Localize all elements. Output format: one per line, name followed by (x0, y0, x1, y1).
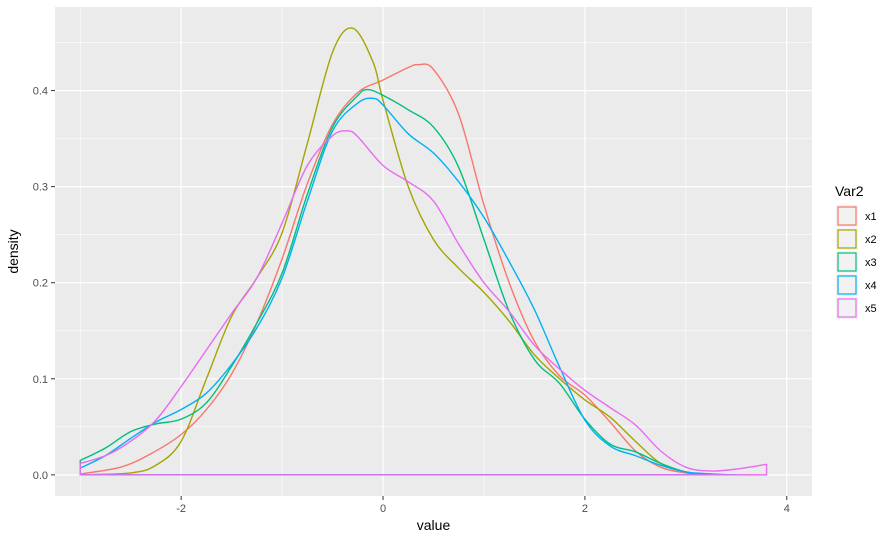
legend-key-bg (836, 251, 858, 273)
density-curve-x5 (79, 130, 768, 476)
legend-item-x2: x2 (836, 228, 877, 250)
x-tick-label: 4 (784, 503, 790, 515)
legend-key-x4 (837, 275, 857, 295)
y-axis-title: density (5, 229, 21, 273)
legend-title: Var2 (835, 183, 864, 199)
legend-label: x5 (865, 303, 877, 315)
legend-item-x5: x5 (836, 297, 877, 319)
legend-item-x4: x4 (836, 274, 877, 296)
y-tick-label: 0.2 (33, 278, 48, 290)
density-curve-x1 (79, 63, 707, 476)
x-tick-label: 2 (582, 503, 588, 515)
legend-item-x1: x1 (836, 205, 877, 227)
x-tick-label: -2 (176, 503, 186, 515)
legend-label: x3 (865, 257, 877, 269)
x-tick-label: 0 (380, 503, 386, 515)
legend-key-bg (836, 274, 858, 296)
density-curve-x3 (79, 88, 707, 476)
x-axis-title: value (417, 517, 451, 533)
density-curves (79, 27, 768, 476)
legend-key-x5 (837, 298, 857, 318)
legend-items: x1 x2 x3 x4 x5 (836, 205, 877, 319)
y-tick-label: 0.0 (33, 470, 48, 482)
legend-key-x2 (837, 229, 857, 249)
legend-key-x1 (837, 206, 857, 226)
legend-item-x3: x3 (836, 251, 877, 273)
legend-key-bg (836, 297, 858, 319)
legend-label: x1 (865, 211, 877, 223)
y-tick-label: 0.1 (33, 374, 48, 386)
legend-key-bg (836, 205, 858, 227)
density-curve-x2 (79, 27, 707, 476)
legend-label: x2 (865, 234, 877, 246)
legend-key-bg (836, 228, 858, 250)
legend-key-x3 (837, 252, 857, 272)
x-axis: -2 0 2 4 (176, 496, 790, 515)
y-tick-label: 0.3 (33, 182, 48, 194)
density-curve-x4 (79, 97, 737, 476)
y-axis: 0.0 0.1 0.2 0.3 0.4 (33, 86, 55, 482)
legend-label: x4 (865, 280, 877, 292)
y-tick-label: 0.4 (33, 86, 48, 98)
legend: Var2 x1 x2 x3 x4 x5 (835, 183, 877, 319)
